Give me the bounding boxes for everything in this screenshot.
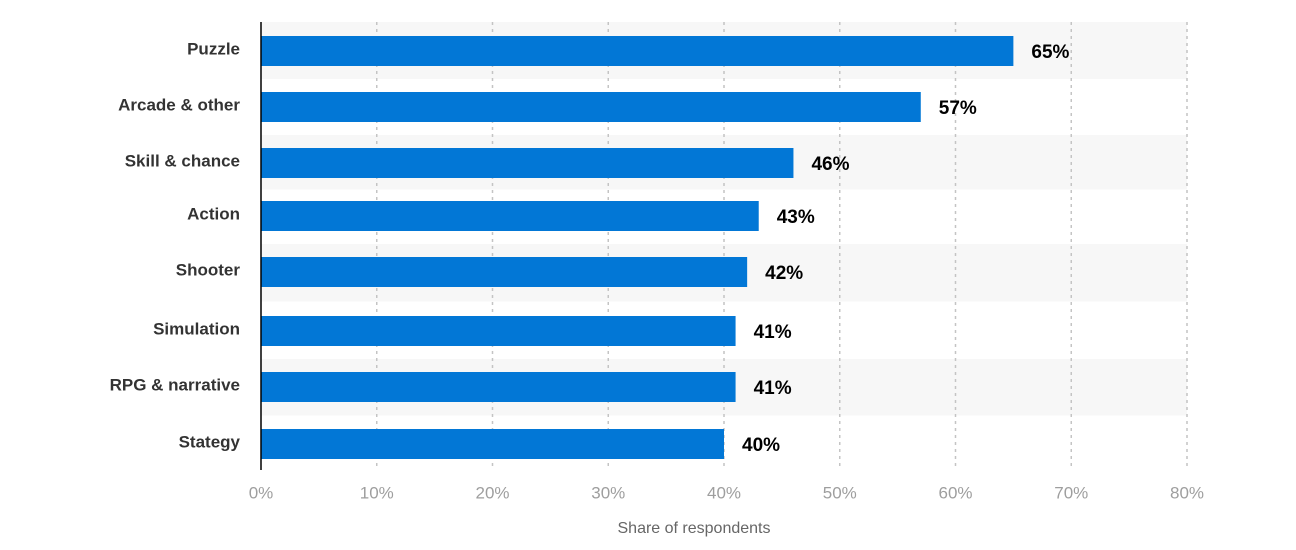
- value-label: 43%: [777, 207, 815, 228]
- x-axis-title: Share of respondents: [618, 520, 771, 537]
- value-label: 41%: [754, 322, 792, 343]
- x-tick-label: 30%: [591, 483, 625, 502]
- value-label: 41%: [754, 378, 792, 399]
- category-label: Simulation: [153, 319, 240, 338]
- value-label: 57%: [939, 98, 977, 119]
- bar: [261, 36, 1014, 66]
- category-label: Shooter: [176, 260, 241, 279]
- value-label: 40%: [742, 435, 780, 456]
- x-tick-labels: 0% 10% 20% 30% 40% 50% 60% 70% 80%: [249, 483, 1204, 502]
- bar: [261, 148, 794, 178]
- value-labels: 65% 57% 46% 43% 42% 41% 41% 40%: [742, 42, 1070, 456]
- x-tick-label: 60%: [938, 483, 972, 502]
- category-label: Action: [187, 204, 240, 223]
- bar: [261, 92, 921, 122]
- bar: [261, 372, 736, 402]
- bars: [261, 36, 1014, 459]
- x-tick-label: 20%: [475, 483, 509, 502]
- category-labels: Puzzle Arcade & other Skill & chance Action…: [110, 39, 241, 451]
- value-label: 42%: [765, 263, 803, 284]
- x-tick-label: 80%: [1170, 483, 1204, 502]
- value-label: 46%: [811, 154, 849, 175]
- x-tick-label: 70%: [1054, 483, 1088, 502]
- bar: [261, 316, 736, 346]
- category-label: Arcade & other: [118, 95, 240, 114]
- bar: [261, 429, 724, 459]
- x-tick-label: 50%: [823, 483, 857, 502]
- category-label: Stategy: [179, 432, 241, 451]
- category-label: Puzzle: [187, 39, 240, 58]
- x-tick-label: 40%: [707, 483, 741, 502]
- x-tick-label: 10%: [360, 483, 394, 502]
- category-label: RPG & narrative: [110, 375, 240, 394]
- x-tick-label: 0%: [249, 483, 274, 502]
- value-label: 65%: [1031, 42, 1069, 63]
- category-label: Skill & chance: [125, 151, 240, 170]
- bar: [261, 257, 748, 287]
- bar: [261, 201, 759, 231]
